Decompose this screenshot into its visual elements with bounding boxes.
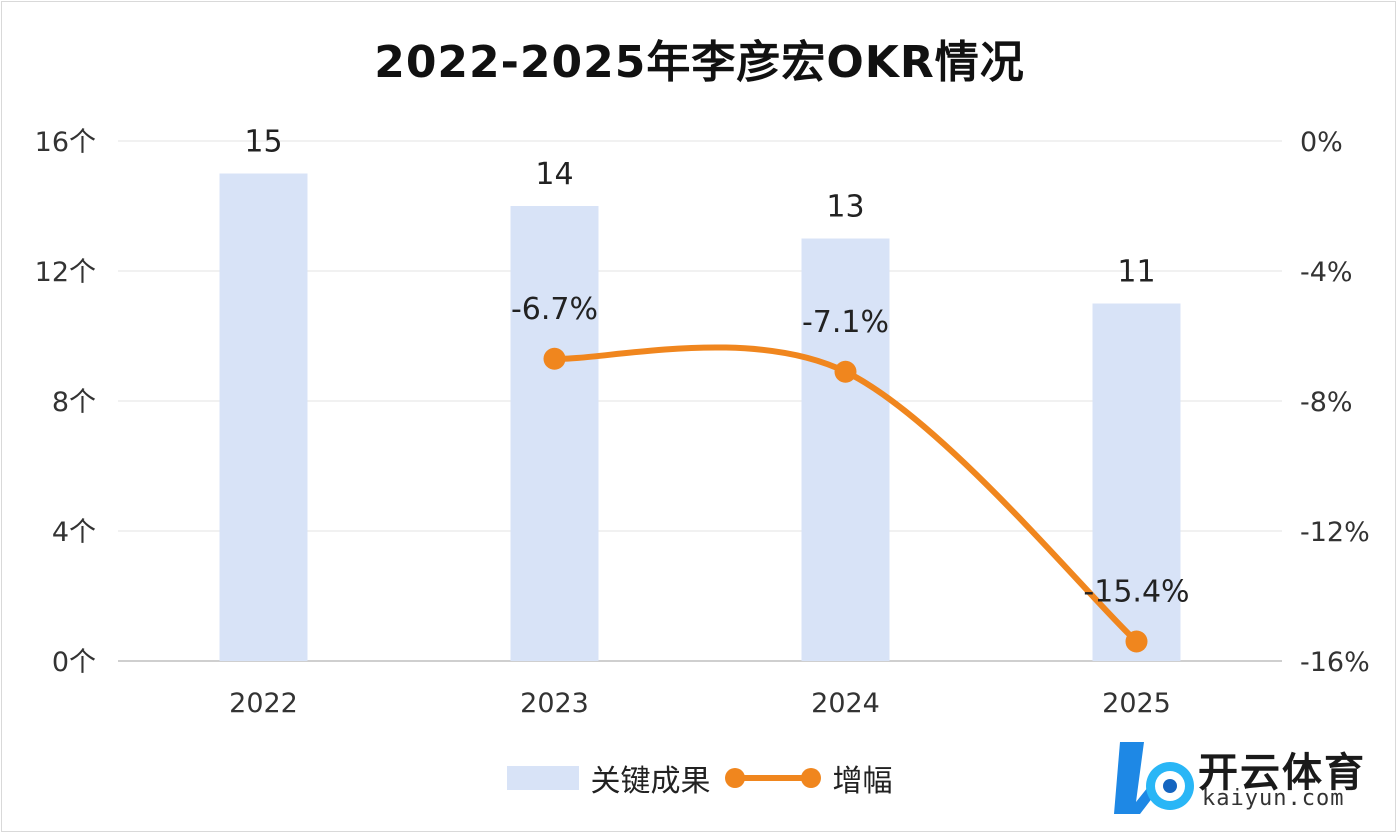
bar-data-label: 13 xyxy=(826,190,864,225)
legend-bar-label: 关键成果 xyxy=(590,764,711,799)
growth-point-2025 xyxy=(1125,630,1148,653)
watermark-brand-url: kaiyun.com xyxy=(1202,786,1345,811)
watermark-brand-cn: 开云体育 xyxy=(1198,750,1366,796)
x-tick-label: 2024 xyxy=(811,688,880,719)
legend-item-line: 增幅 xyxy=(724,756,893,800)
bar-data-label: 14 xyxy=(535,157,573,192)
legend-line-swatch xyxy=(724,768,821,788)
legend-line-label: 增幅 xyxy=(832,764,893,799)
line-data-label: -7.1% xyxy=(802,305,889,340)
y-left-tick-label: 4个 xyxy=(52,517,96,548)
line-data-label: -6.7% xyxy=(511,292,598,327)
bar-2023 xyxy=(510,206,599,661)
bar-data-label: 15 xyxy=(244,125,282,160)
y-right-tick-label: -12% xyxy=(1300,517,1370,548)
bar-2022 xyxy=(219,173,308,661)
y-left-tick-label: 16个 xyxy=(35,127,96,158)
axis-ticks: 0个 4个 8个 12个 16个 -16% -12% -8% -4% 0% 2022 2023 2024… xyxy=(35,127,1370,719)
y-left-tick-label: 8个 xyxy=(52,387,96,418)
y-left-tick-label: 12个 xyxy=(35,257,96,288)
growth-point-2024 xyxy=(834,360,857,383)
x-tick-label: 2025 xyxy=(1102,688,1171,719)
legend-item-bar: 关键成果 xyxy=(506,756,711,800)
legend-bar-swatch xyxy=(506,766,579,790)
x-tick-label: 2023 xyxy=(520,688,589,719)
gridlines xyxy=(118,140,1282,662)
watermark-logo: 开云体育 kaiyun.com xyxy=(1110,732,1390,822)
y-right-tick-label: 0% xyxy=(1300,127,1343,158)
growth-point-2023 xyxy=(543,347,566,370)
legend: 关键成果 增幅 xyxy=(0,756,1399,800)
y-right-tick-label: -16% xyxy=(1300,647,1370,678)
y-right-tick-label: -4% xyxy=(1300,257,1353,288)
kaiyun-logo-icon xyxy=(1114,742,1194,814)
data-labels: 15 14 13 11 -6.7% -7.1% -15.4% xyxy=(244,125,1189,610)
y-left-tick-label: 0个 xyxy=(52,647,96,678)
bar-data-label: 11 xyxy=(1117,255,1155,290)
bar-2025 xyxy=(1092,303,1181,661)
bar-2024 xyxy=(801,238,890,661)
line-data-label: -15.4% xyxy=(1083,575,1189,610)
y-right-tick-label: -8% xyxy=(1300,387,1353,418)
line-series xyxy=(543,344,1148,653)
x-tick-label: 2022 xyxy=(229,688,298,719)
chart-title: 2022-2025年李彦宏OKR情况 xyxy=(374,37,1025,88)
bar-series xyxy=(219,173,1181,661)
